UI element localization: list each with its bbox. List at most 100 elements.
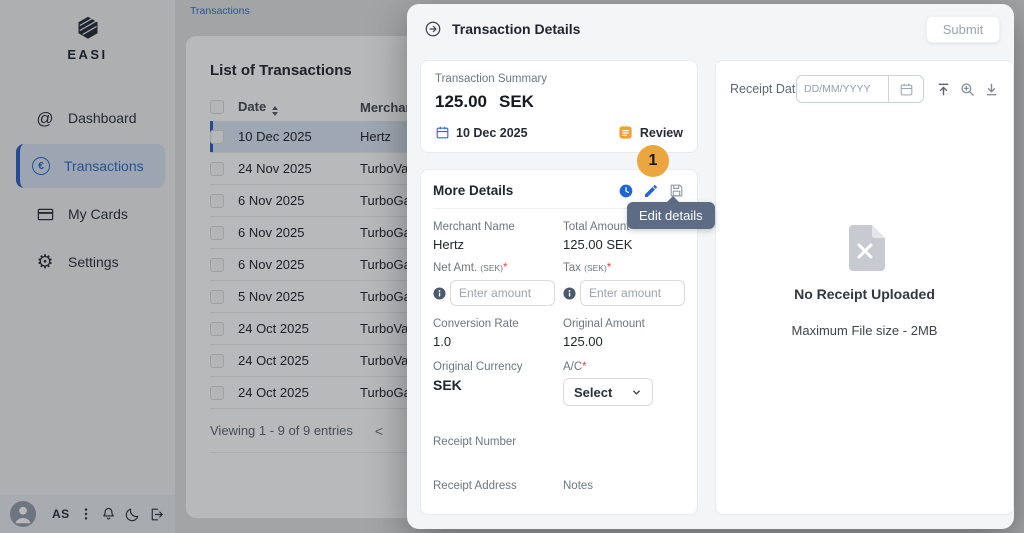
receipt-panel: Receipt Dat... bbox=[715, 60, 1014, 515]
avatar[interactable] bbox=[10, 501, 36, 527]
account-label: A/C* bbox=[563, 361, 587, 373]
info-icon[interactable] bbox=[433, 286, 446, 300]
net-amount-label: Net Amt. (SEK)* bbox=[433, 262, 508, 274]
row-checkbox[interactable] bbox=[210, 353, 224, 368]
edit-details-tooltip: Edit details bbox=[627, 196, 715, 229]
kebab-menu-icon[interactable] bbox=[79, 506, 93, 522]
receipt-address-label: Receipt Address bbox=[433, 480, 517, 492]
sidebar-item-dashboard[interactable]: @ Dashboard bbox=[16, 96, 165, 140]
merchant-name-value: Hertz bbox=[433, 237, 465, 252]
app-logo: EASI bbox=[67, 14, 107, 62]
no-receipt-title: No Receipt Uploaded bbox=[794, 286, 935, 302]
total-amount-label: Total Amount bbox=[563, 221, 630, 233]
download-icon[interactable] bbox=[984, 82, 999, 97]
breadcrumb[interactable]: Transactions bbox=[190, 5, 250, 17]
edit-icon[interactable] bbox=[643, 183, 659, 199]
modal-body: Transaction Summary 125.00 SEK 10 Dec 202… bbox=[407, 54, 1014, 529]
receipt-empty-state: No Receipt Uploaded Maximum File size - … bbox=[730, 103, 999, 500]
gear-icon: ⚙ bbox=[36, 251, 54, 273]
receipt-toolbar: Receipt Dat... bbox=[730, 75, 999, 103]
submit-button[interactable]: Submit bbox=[926, 15, 1000, 43]
euro-icon: € bbox=[30, 157, 52, 175]
save-icon[interactable] bbox=[668, 182, 685, 199]
more-details-title: More Details bbox=[433, 183, 514, 198]
row-checkbox[interactable] bbox=[210, 385, 224, 400]
row-checkbox[interactable] bbox=[210, 161, 224, 176]
notes-label: Notes bbox=[563, 480, 594, 492]
transaction-summary-card: Transaction Summary 125.00 SEK 10 Dec 202… bbox=[420, 60, 698, 153]
row-checkbox[interactable] bbox=[210, 289, 224, 304]
max-file-size-note: Maximum File size - 2MB bbox=[791, 323, 938, 338]
dark-mode-icon[interactable] bbox=[124, 506, 141, 523]
review-doc-icon bbox=[619, 126, 632, 139]
card-icon bbox=[34, 205, 56, 224]
sidebar-item-label: Dashboard bbox=[68, 110, 137, 126]
row-checkbox[interactable] bbox=[210, 321, 224, 336]
summary-amount: 125.00 SEK bbox=[435, 92, 534, 111]
calendar-icon bbox=[435, 125, 450, 140]
summary-footer: 10 Dec 2025 Review bbox=[435, 125, 683, 140]
receipt-number-label: Receipt Number bbox=[433, 436, 517, 448]
select-all-checkbox[interactable] bbox=[210, 100, 224, 114]
sidebar-item-transactions[interactable]: € Transactions bbox=[16, 144, 165, 188]
receipt-date-label: Receipt Dat... bbox=[730, 82, 796, 96]
sidebar-footer: AS bbox=[0, 495, 175, 533]
status-label: Review bbox=[639, 125, 683, 140]
total-amount-value: 125.00 SEK bbox=[563, 237, 633, 252]
row-checkbox[interactable] bbox=[210, 225, 224, 240]
row-checkbox[interactable] bbox=[210, 193, 224, 208]
tax-input[interactable] bbox=[580, 280, 685, 306]
more-details-header: More Details bbox=[433, 182, 685, 209]
detail-actions bbox=[618, 182, 685, 199]
info-icon[interactable] bbox=[563, 286, 576, 300]
sidebar-item-label: My Cards bbox=[68, 206, 128, 222]
pagination-summary: Viewing 1 - 9 of 9 entries bbox=[210, 423, 353, 438]
upload-icon[interactable] bbox=[936, 82, 951, 97]
pagination-prev-icon[interactable]: < bbox=[374, 422, 384, 439]
receipt-tools bbox=[936, 82, 999, 97]
sidebar-item-settings[interactable]: ⚙ Settings bbox=[16, 240, 165, 284]
row-checkbox[interactable] bbox=[210, 129, 224, 144]
conversion-rate-value: 1.0 bbox=[433, 334, 452, 349]
original-amount-label: Original Amount bbox=[563, 318, 645, 330]
net-amount-input[interactable] bbox=[450, 280, 555, 306]
receipt-date-input[interactable] bbox=[796, 75, 888, 103]
calendar-icon bbox=[900, 83, 912, 95]
row-checkbox[interactable] bbox=[210, 257, 224, 272]
conversion-rate-label: Conversion Rate bbox=[433, 318, 519, 330]
sidebar-item-my-cards[interactable]: My Cards bbox=[16, 192, 165, 236]
easi-logo-icon bbox=[78, 16, 97, 39]
status-badge: Review bbox=[618, 125, 683, 140]
user-initials: AS bbox=[52, 507, 70, 521]
arrow-circle-icon[interactable] bbox=[424, 20, 442, 38]
sort-icon bbox=[272, 105, 279, 116]
sidebar-item-label: Transactions bbox=[64, 158, 144, 174]
sidebar-item-label: Settings bbox=[68, 254, 119, 270]
tax-label: Tax (SEK)* bbox=[563, 262, 612, 274]
account-select[interactable]: Select bbox=[563, 378, 653, 406]
history-icon[interactable] bbox=[618, 183, 634, 199]
table-header: Date Merchant bbox=[210, 93, 818, 121]
summary-heading: Transaction Summary bbox=[435, 73, 548, 85]
no-file-icon bbox=[848, 225, 885, 271]
zoom-in-icon[interactable] bbox=[960, 82, 975, 97]
click-marker-1: 1 bbox=[637, 145, 669, 177]
receipt-date-picker-button[interactable] bbox=[888, 75, 924, 103]
dashboard-icon: @ bbox=[36, 108, 54, 128]
column-header-date[interactable]: Date bbox=[238, 99, 360, 116]
sidebar-nav: @ Dashboard € Transactions My Cards ⚙ Se… bbox=[0, 92, 175, 288]
sidebar: EASI @ Dashboard € Transactions My Cards… bbox=[0, 0, 175, 533]
details-column: Transaction Summary 125.00 SEK 10 Dec 202… bbox=[420, 60, 698, 515]
modal-title: Transaction Details bbox=[452, 21, 581, 37]
page-title: List of Transactions bbox=[210, 62, 352, 79]
logo-text: EASI bbox=[67, 47, 108, 62]
merchant-name-label: Merchant Name bbox=[433, 221, 515, 233]
column-header-merchant[interactable]: Merchant bbox=[360, 99, 418, 115]
logout-icon[interactable] bbox=[148, 506, 165, 523]
chevron-down-icon bbox=[633, 390, 640, 394]
original-amount-value: 125.00 bbox=[563, 334, 603, 349]
footer-icons bbox=[79, 506, 165, 523]
original-currency-value: SEK bbox=[433, 377, 462, 393]
notifications-icon[interactable] bbox=[100, 506, 117, 523]
